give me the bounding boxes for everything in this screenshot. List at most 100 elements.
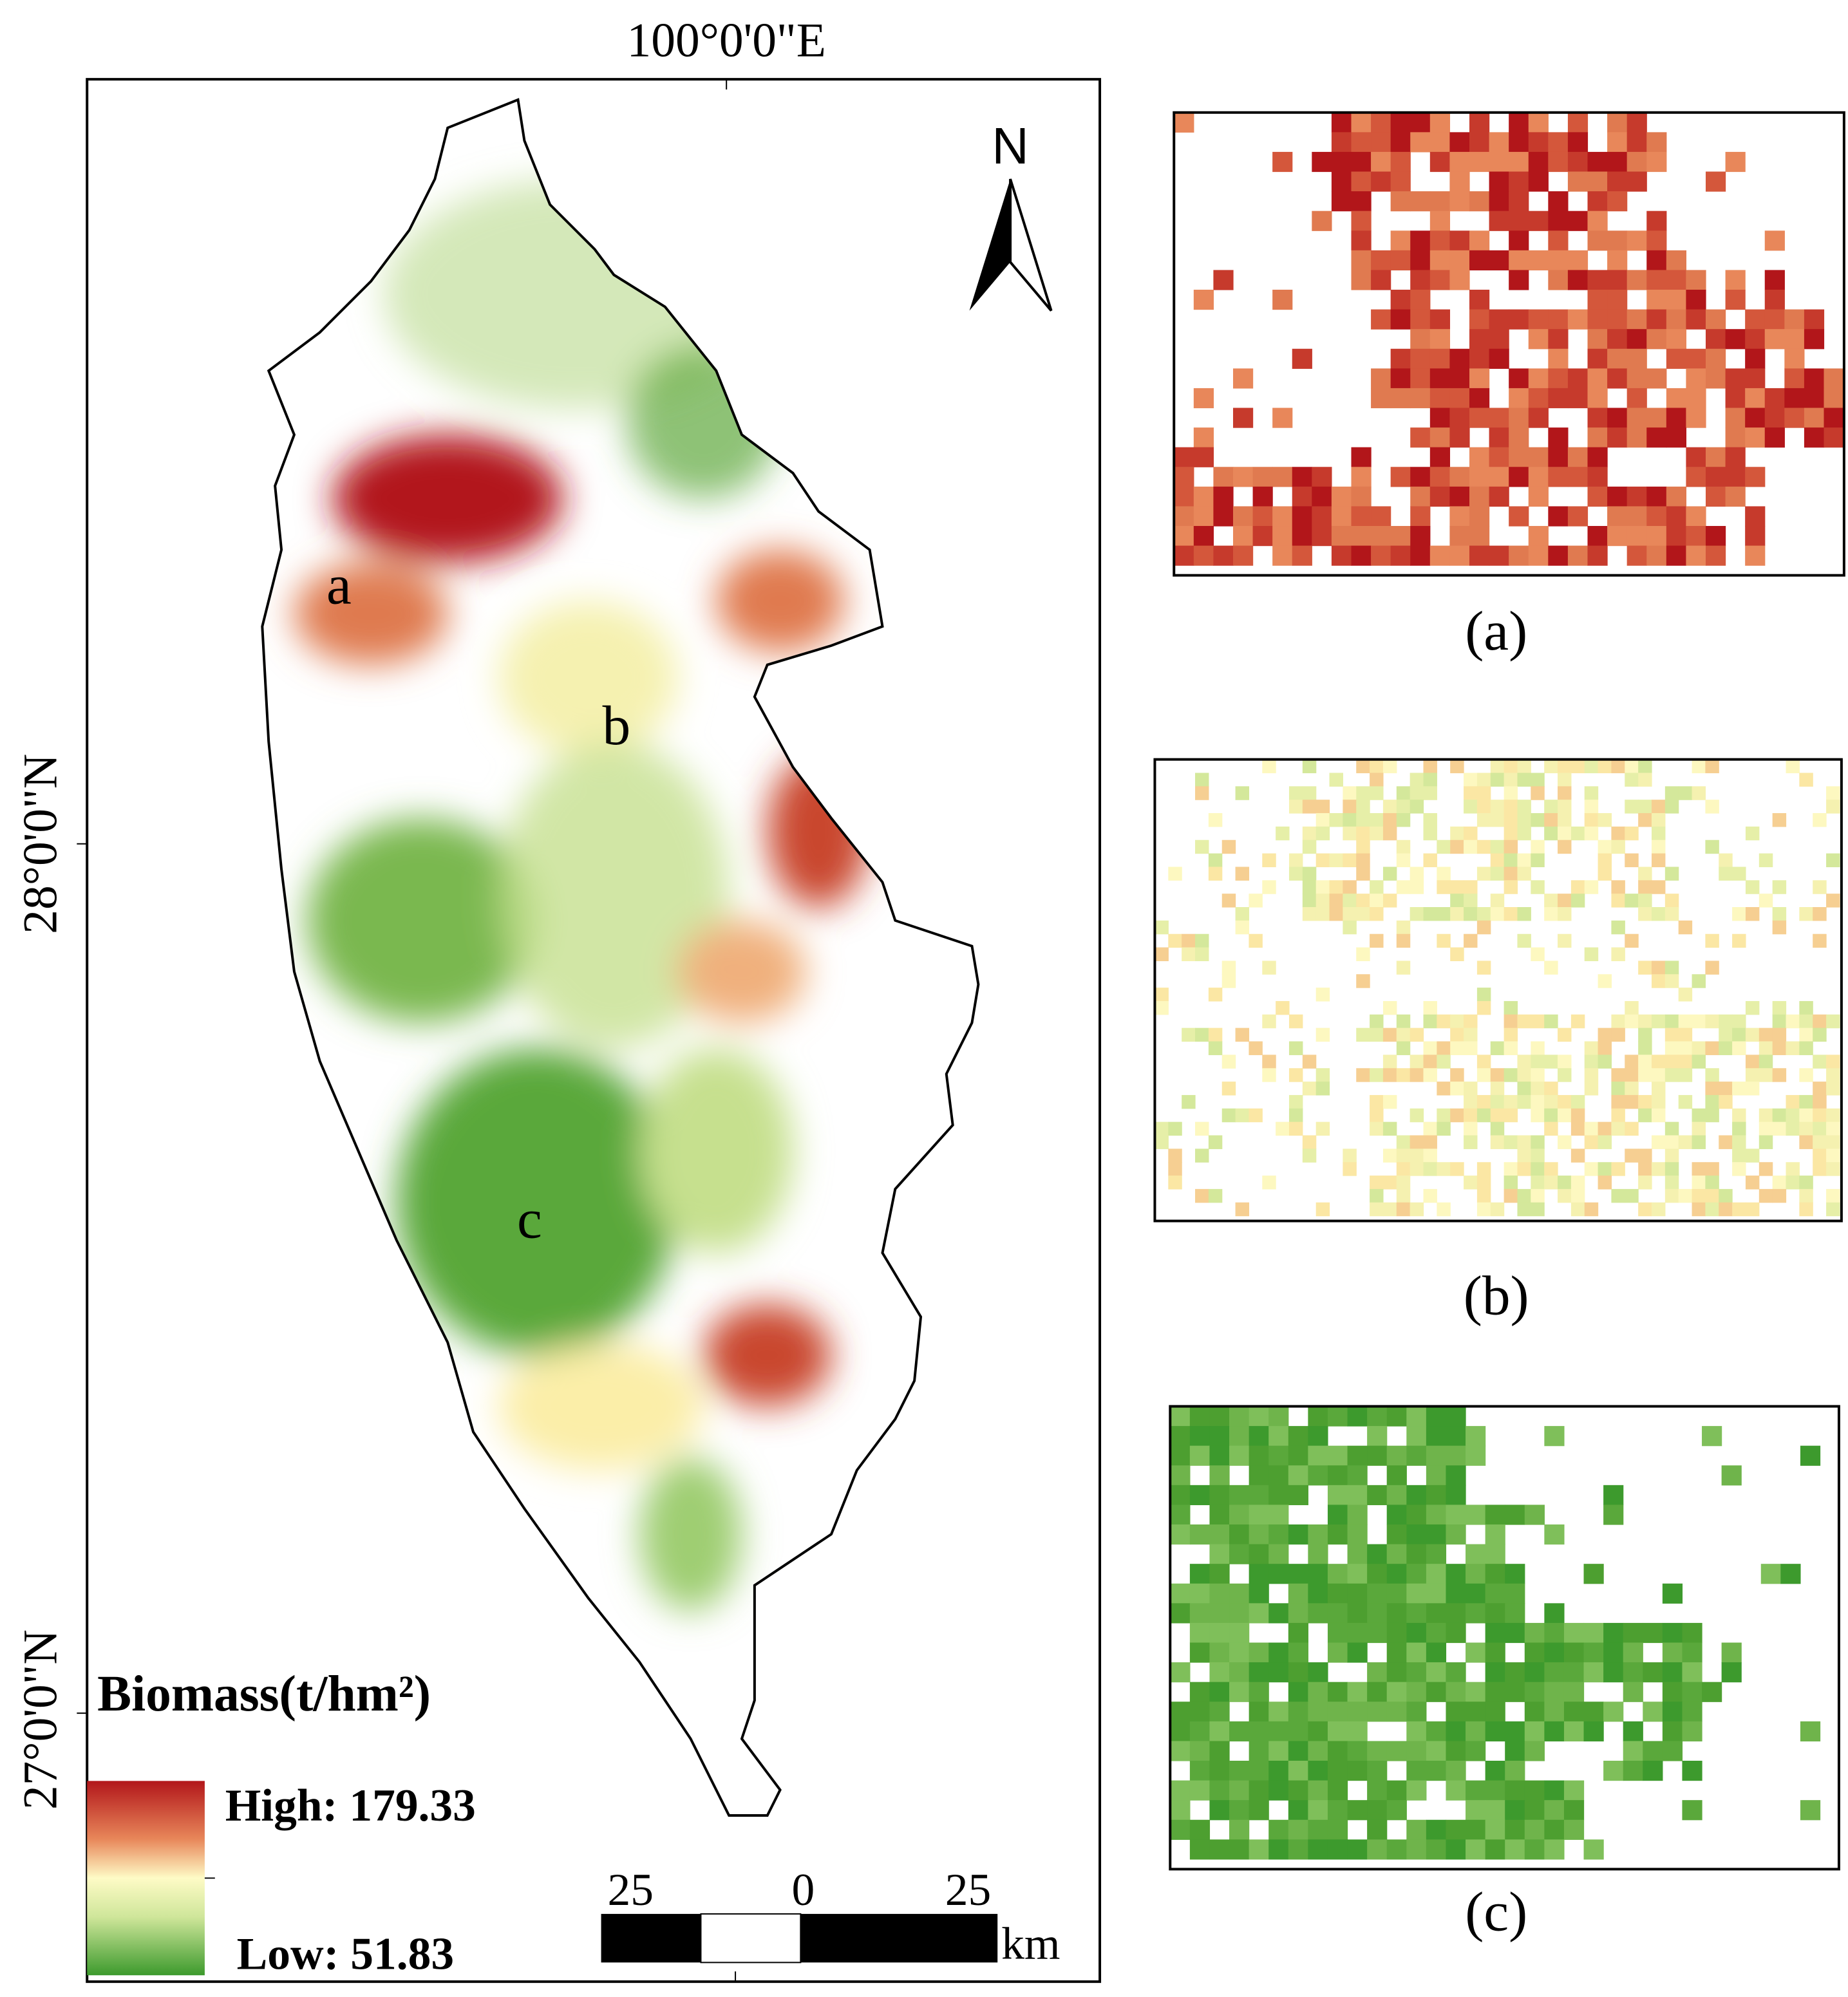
zoom-panel bbox=[1173, 111, 1845, 577]
raster-cell bbox=[1686, 368, 1706, 389]
raster-cell bbox=[1367, 1445, 1388, 1466]
raster-cell bbox=[1745, 526, 1766, 547]
raster-cell bbox=[1410, 1202, 1424, 1217]
raster-cell bbox=[1347, 1741, 1368, 1761]
raster-cell bbox=[1209, 1780, 1230, 1801]
raster-cell bbox=[1682, 1702, 1702, 1722]
raster-cell bbox=[1170, 1800, 1191, 1821]
raster-cell bbox=[1193, 427, 1214, 448]
raster-cell bbox=[1544, 1055, 1558, 1069]
raster-cell bbox=[1682, 1682, 1702, 1702]
raster-cell bbox=[1517, 907, 1531, 921]
raster-cell bbox=[1268, 1741, 1289, 1761]
raster-cell bbox=[1666, 545, 1687, 566]
raster-cell bbox=[1476, 988, 1491, 1002]
raster-cell bbox=[1626, 388, 1647, 409]
panel-caption: (c) bbox=[1465, 1880, 1527, 1943]
raster-cell bbox=[1623, 1721, 1643, 1742]
raster-cell bbox=[1678, 1055, 1693, 1069]
raster-cell bbox=[1705, 1108, 1719, 1123]
raster-cell bbox=[1396, 1202, 1411, 1217]
raster-cell bbox=[1548, 309, 1569, 330]
raster-cell bbox=[1390, 191, 1411, 212]
raster-cell bbox=[1351, 486, 1372, 507]
raster-cell bbox=[1209, 1406, 1230, 1427]
raster-cell bbox=[1598, 1027, 1612, 1042]
raster-cell bbox=[1308, 1839, 1328, 1860]
raster-cell bbox=[1598, 867, 1612, 881]
raster-cell bbox=[1607, 191, 1628, 212]
raster-cell bbox=[1229, 1544, 1250, 1564]
raster-cell bbox=[1189, 1445, 1211, 1466]
raster-cell bbox=[1351, 132, 1372, 153]
raster-cell bbox=[1725, 447, 1746, 467]
raster-cell bbox=[1155, 1000, 1169, 1015]
raster-cell bbox=[1329, 880, 1343, 894]
raster-cell bbox=[1396, 1135, 1411, 1149]
raster-cell bbox=[1450, 1068, 1464, 1082]
raster-cell bbox=[1570, 1188, 1585, 1203]
raster-cell bbox=[1390, 545, 1411, 566]
raster-cell bbox=[1464, 1094, 1478, 1109]
raster-cell bbox=[1646, 408, 1667, 428]
raster-cell bbox=[1544, 1702, 1565, 1722]
raster-cell bbox=[1646, 486, 1667, 507]
raster-cell bbox=[1469, 368, 1490, 389]
raster-cell bbox=[1308, 1780, 1328, 1801]
raster-cell bbox=[1235, 867, 1250, 881]
raster-cell bbox=[1410, 112, 1431, 133]
raster-cell bbox=[1272, 467, 1293, 487]
raster-cell bbox=[1464, 800, 1478, 814]
legend-title: Biomass(t/hm²) bbox=[97, 1665, 431, 1722]
raster-cell bbox=[1583, 1622, 1604, 1644]
raster-cell bbox=[1232, 467, 1254, 487]
raster-cell bbox=[1705, 545, 1726, 566]
raster-cell bbox=[1651, 961, 1666, 975]
raster-cell bbox=[1208, 867, 1223, 881]
raster-cell bbox=[1262, 759, 1276, 774]
raster-cell bbox=[1189, 1406, 1211, 1427]
raster-cell bbox=[1587, 348, 1608, 369]
raster-cell bbox=[1485, 1702, 1505, 1722]
raster-cell bbox=[1824, 427, 1844, 448]
raster-cell bbox=[1288, 1014, 1303, 1029]
raster-cell bbox=[1682, 1800, 1702, 1821]
raster-cell bbox=[1410, 1135, 1424, 1149]
raster-cell bbox=[1544, 1082, 1558, 1096]
raster-cell bbox=[1327, 1524, 1348, 1545]
raster-cell bbox=[1623, 1662, 1643, 1683]
raster-cell bbox=[1517, 1135, 1531, 1149]
raster-cell bbox=[1476, 813, 1491, 827]
raster-cell bbox=[1504, 1135, 1518, 1149]
raster-cell bbox=[1692, 1108, 1706, 1123]
raster-cell bbox=[1268, 1642, 1289, 1663]
raster-cell bbox=[1476, 800, 1491, 814]
raster-cell bbox=[1662, 1721, 1683, 1742]
raster-cell bbox=[1651, 1055, 1666, 1069]
raster-cell bbox=[1548, 230, 1569, 251]
raster-cell bbox=[1189, 1642, 1211, 1663]
raster-cell bbox=[1331, 132, 1352, 153]
raster-cell bbox=[1544, 1622, 1565, 1644]
raster-cell bbox=[1625, 826, 1639, 841]
raster-cell bbox=[1611, 826, 1625, 841]
raster-cell bbox=[1528, 526, 1549, 547]
raster-cell bbox=[1662, 1622, 1683, 1644]
raster-cell bbox=[1643, 1702, 1663, 1722]
raster-cell bbox=[1390, 368, 1411, 389]
raster-cell bbox=[1249, 1682, 1269, 1702]
raster-cell bbox=[1745, 907, 1760, 921]
raster-cell bbox=[1524, 1642, 1545, 1663]
raster-cell bbox=[1308, 1603, 1328, 1624]
raster-cell bbox=[1449, 368, 1470, 389]
raster-cell bbox=[1813, 880, 1827, 894]
raster-cell bbox=[1764, 408, 1785, 428]
raster-cell bbox=[1466, 1583, 1486, 1604]
raster-cell bbox=[1367, 1761, 1388, 1781]
raster-cell bbox=[1626, 408, 1647, 428]
raster-cell bbox=[1315, 826, 1330, 841]
raster-cell bbox=[1351, 545, 1372, 566]
raster-cell bbox=[1450, 1027, 1464, 1042]
raster-cell bbox=[1563, 1622, 1585, 1644]
raster-cell bbox=[1347, 1544, 1368, 1564]
